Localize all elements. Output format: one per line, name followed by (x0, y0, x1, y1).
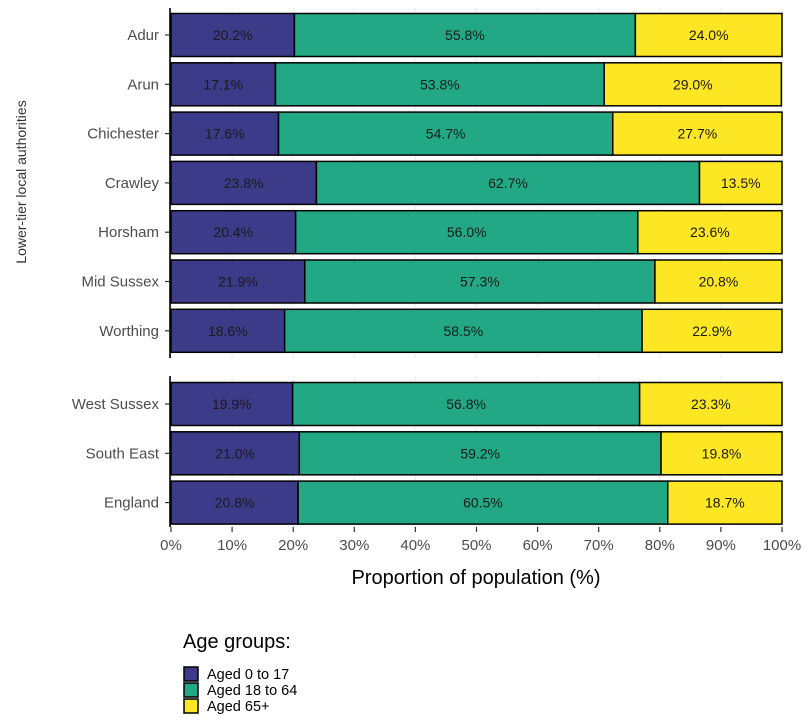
data-label: 59.2% (460, 445, 500, 461)
data-label: 21.0% (215, 445, 255, 461)
bar-segment-chichester-aged-65 (612, 111, 783, 156)
data-label: 23.3% (691, 396, 731, 412)
data-label: 18.6% (208, 323, 248, 339)
category-label-mid-sussex: Mid Sussex (81, 274, 159, 291)
bar-segment-england-aged-0-to-17 (170, 480, 299, 525)
data-label: 55.8% (445, 27, 485, 43)
legend-label-aged-18-to-64: Aged 18 to 64 (207, 683, 297, 699)
data-label: 18.7% (705, 495, 745, 511)
category-label-worthing: Worthing (99, 323, 159, 340)
bar-segment-worthing-aged-0-to-17 (170, 308, 286, 354)
x-axis-title: Proportion of population (%) (351, 567, 600, 589)
legend-swatch-aged-18-to-64 (183, 682, 199, 698)
x-tick-label: 40% (400, 537, 430, 554)
category-labels: Adur Arun Chichester Crawley Horsham Mid Suss… (72, 27, 170, 512)
x-axis: 0% 10% 20% 30% 40% 50% 60% 70% 80% 90% 100% (160, 527, 801, 554)
bar-segment-arun-aged-18-to-64 (274, 62, 605, 107)
bar-segment-chichester-aged-0-to-17 (170, 111, 280, 156)
bar-segment-worthing-aged-18-to-64 (283, 308, 643, 354)
legend-label-aged-0-to-17: Aged 0 to 17 (207, 667, 289, 683)
bar-segment-arun-aged-0-to-17 (170, 62, 277, 107)
data-label: 53.8% (420, 76, 460, 92)
bar-segment-horsham-aged-65 (637, 209, 783, 255)
legend-swatch-aged-0-to-17 (183, 666, 199, 682)
bar-segment-adur-aged-65 (634, 12, 783, 58)
bar-segment-crawley-aged-65 (698, 160, 783, 206)
data-label: 21.9% (218, 274, 258, 290)
category-label-adur: Adur (127, 27, 159, 44)
category-label-west-sussex: West Sussex (72, 396, 160, 413)
data-label: 19.8% (702, 445, 742, 461)
bar-segment-arun-aged-65 (603, 62, 783, 107)
bar-segment-england-aged-65 (666, 480, 783, 525)
x-tick-label: 10% (217, 537, 247, 554)
bar-segment-horsham-aged-18-to-64 (294, 209, 639, 255)
x-tick-label: 50% (461, 537, 491, 554)
data-label: 23.8% (224, 175, 264, 191)
x-tick-label: 70% (584, 537, 614, 554)
data-label: 27.7% (678, 126, 718, 142)
x-tick-label: 20% (278, 537, 308, 554)
data-label: 17.1% (203, 76, 243, 92)
category-label-arun: Arun (127, 76, 159, 93)
data-label: 19.9% (212, 396, 252, 412)
bar-segment-west-sussex-aged-65 (638, 381, 783, 427)
category-label-south-east: South East (86, 445, 160, 462)
x-tick-label: 0% (160, 537, 182, 554)
data-label: 20.8% (699, 274, 739, 290)
category-label-horsham: Horsham (98, 224, 159, 241)
data-label: 22.9% (692, 323, 732, 339)
x-tick-label: 80% (645, 537, 675, 554)
bar-segment-worthing-aged-65 (641, 308, 783, 354)
category-label-chichester: Chichester (87, 126, 159, 143)
data-label: 58.5% (444, 323, 484, 339)
bar-segment-horsham-aged-0-to-17 (170, 209, 297, 255)
bar-segment-mid-sussex-aged-0-to-17 (170, 259, 306, 304)
category-label-england: England (104, 495, 159, 512)
data-label: 20.2% (213, 27, 253, 43)
x-tick-label: 90% (706, 537, 736, 554)
legend-label-aged-65: Aged 65+ (207, 699, 270, 715)
data-label: 13.5% (721, 175, 761, 191)
legend-title: Age groups: (183, 631, 291, 653)
data-label: 23.6% (690, 224, 730, 240)
x-tick-label: 60% (523, 537, 553, 554)
bar-segment-south-east-aged-0-to-17 (170, 431, 301, 476)
data-label: 17.6% (205, 126, 245, 142)
data-label: 56.8% (446, 396, 486, 412)
data-label: 29.0% (673, 76, 713, 92)
data-label: 20.8% (215, 495, 255, 511)
bar-segment-south-east-aged-18-to-64 (298, 431, 662, 476)
bar-segment-west-sussex-aged-18-to-64 (291, 381, 641, 427)
category-label-crawley: Crawley (105, 175, 160, 192)
data-label: 60.5% (463, 495, 503, 511)
bar-segment-mid-sussex-aged-65 (654, 259, 783, 304)
data-label: 57.3% (460, 274, 500, 290)
bar-segment-chichester-aged-18-to-64 (277, 111, 614, 156)
bar-segment-west-sussex-aged-0-to-17 (170, 381, 294, 427)
x-tick-label: 100% (763, 537, 801, 554)
bar-segment-england-aged-18-to-64 (297, 480, 669, 525)
data-label: 54.7% (426, 126, 466, 142)
data-label: 20.4% (213, 224, 253, 240)
chart-bars: 20.2% 55.8% 24.0% 17.1% 53.8% 29.0% 17.6% 54.7%… (170, 12, 783, 525)
y-axis-title: Lower-tier local authorities (13, 100, 29, 263)
data-label: 56.0% (447, 224, 487, 240)
data-label: 62.7% (488, 175, 528, 191)
data-label: 24.0% (689, 27, 729, 43)
bar-segment-south-east-aged-65 (660, 431, 783, 476)
legend-swatch-aged-65 (183, 698, 199, 714)
x-tick-label: 30% (339, 537, 369, 554)
